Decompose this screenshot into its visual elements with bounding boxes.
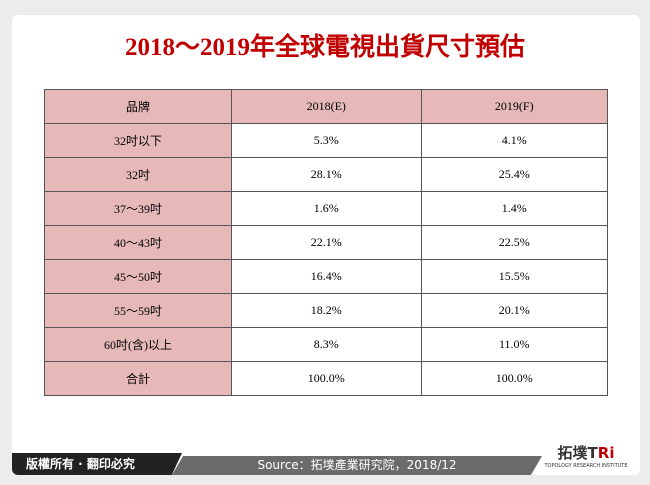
- table-cell: 25.4%: [420, 157, 609, 192]
- tri-logo: 拓墣TRi TOPOLOGY RESEARCH INSTITUTE: [544, 444, 628, 469]
- table-cell: 100.0%: [420, 361, 609, 396]
- footer: 版權所有 · 翻印必究 Source：拓墣產業研究院，2018/12 拓墣TRi…: [12, 442, 640, 475]
- table-cell: 100.0%: [231, 361, 422, 396]
- table-cell: 15.5%: [420, 259, 609, 294]
- table-cell: 32吋: [44, 157, 232, 192]
- table-cell: 45～50吋: [44, 259, 232, 294]
- table-cell: 11.0%: [420, 327, 609, 362]
- table-cell: 37～39吋: [44, 191, 232, 226]
- table-row: 55～59吋 18.2% 20.1%: [44, 293, 609, 328]
- table-cell: 1.6%: [231, 191, 422, 226]
- table-cell: 22.5%: [420, 225, 609, 260]
- table-cell: 32吋以下: [44, 123, 232, 158]
- table-row: 40～43吋 22.1% 22.5%: [44, 225, 609, 260]
- table-cell: 40～43吋: [44, 225, 232, 260]
- table-cell: 8.3%: [231, 327, 422, 362]
- table-row: 合計 100.0% 100.0%: [44, 361, 609, 396]
- table-header-row: 品牌 2018(E) 2019(F): [44, 89, 609, 124]
- table-cell: 28.1%: [231, 157, 422, 192]
- table-row: 60吋(含)以上 8.3% 11.0%: [44, 327, 609, 362]
- table-row: 45～50吋 16.4% 15.5%: [44, 259, 609, 294]
- table-cell: 20.1%: [420, 293, 609, 328]
- table-cell: 1.4%: [420, 191, 609, 226]
- header-cell: 2019(F): [420, 89, 609, 124]
- table-cell: 22.1%: [231, 225, 422, 260]
- table-cell: 5.3%: [231, 123, 422, 158]
- header-cell: 品牌: [44, 89, 232, 124]
- table-row: 32吋 28.1% 25.4%: [44, 157, 609, 192]
- table-cell: 4.1%: [420, 123, 609, 158]
- table-row: 32吋以下 5.3% 4.1%: [44, 123, 609, 158]
- table-cell: 60吋(含)以上: [44, 327, 232, 362]
- page-title: 2018～2019年全球電視出貨尺寸預估: [124, 34, 525, 61]
- source-label: Source：拓墣產業研究院，2018/12: [172, 456, 542, 475]
- data-table: 品牌 2018(E) 2019(F) 32吋以下 5.3% 4.1% 32吋 28.1%…: [44, 89, 609, 396]
- copyright-label: 版權所有 · 翻印必究: [12, 453, 182, 475]
- table-cell: 合計: [44, 361, 232, 396]
- table-cell: 55～59吋: [44, 293, 232, 328]
- header-cell: 2018(E): [231, 89, 422, 124]
- table-row: 37～39吋 1.6% 1.4%: [44, 191, 609, 226]
- table-cell: 16.4%: [231, 259, 422, 294]
- table-cell: 18.2%: [231, 293, 422, 328]
